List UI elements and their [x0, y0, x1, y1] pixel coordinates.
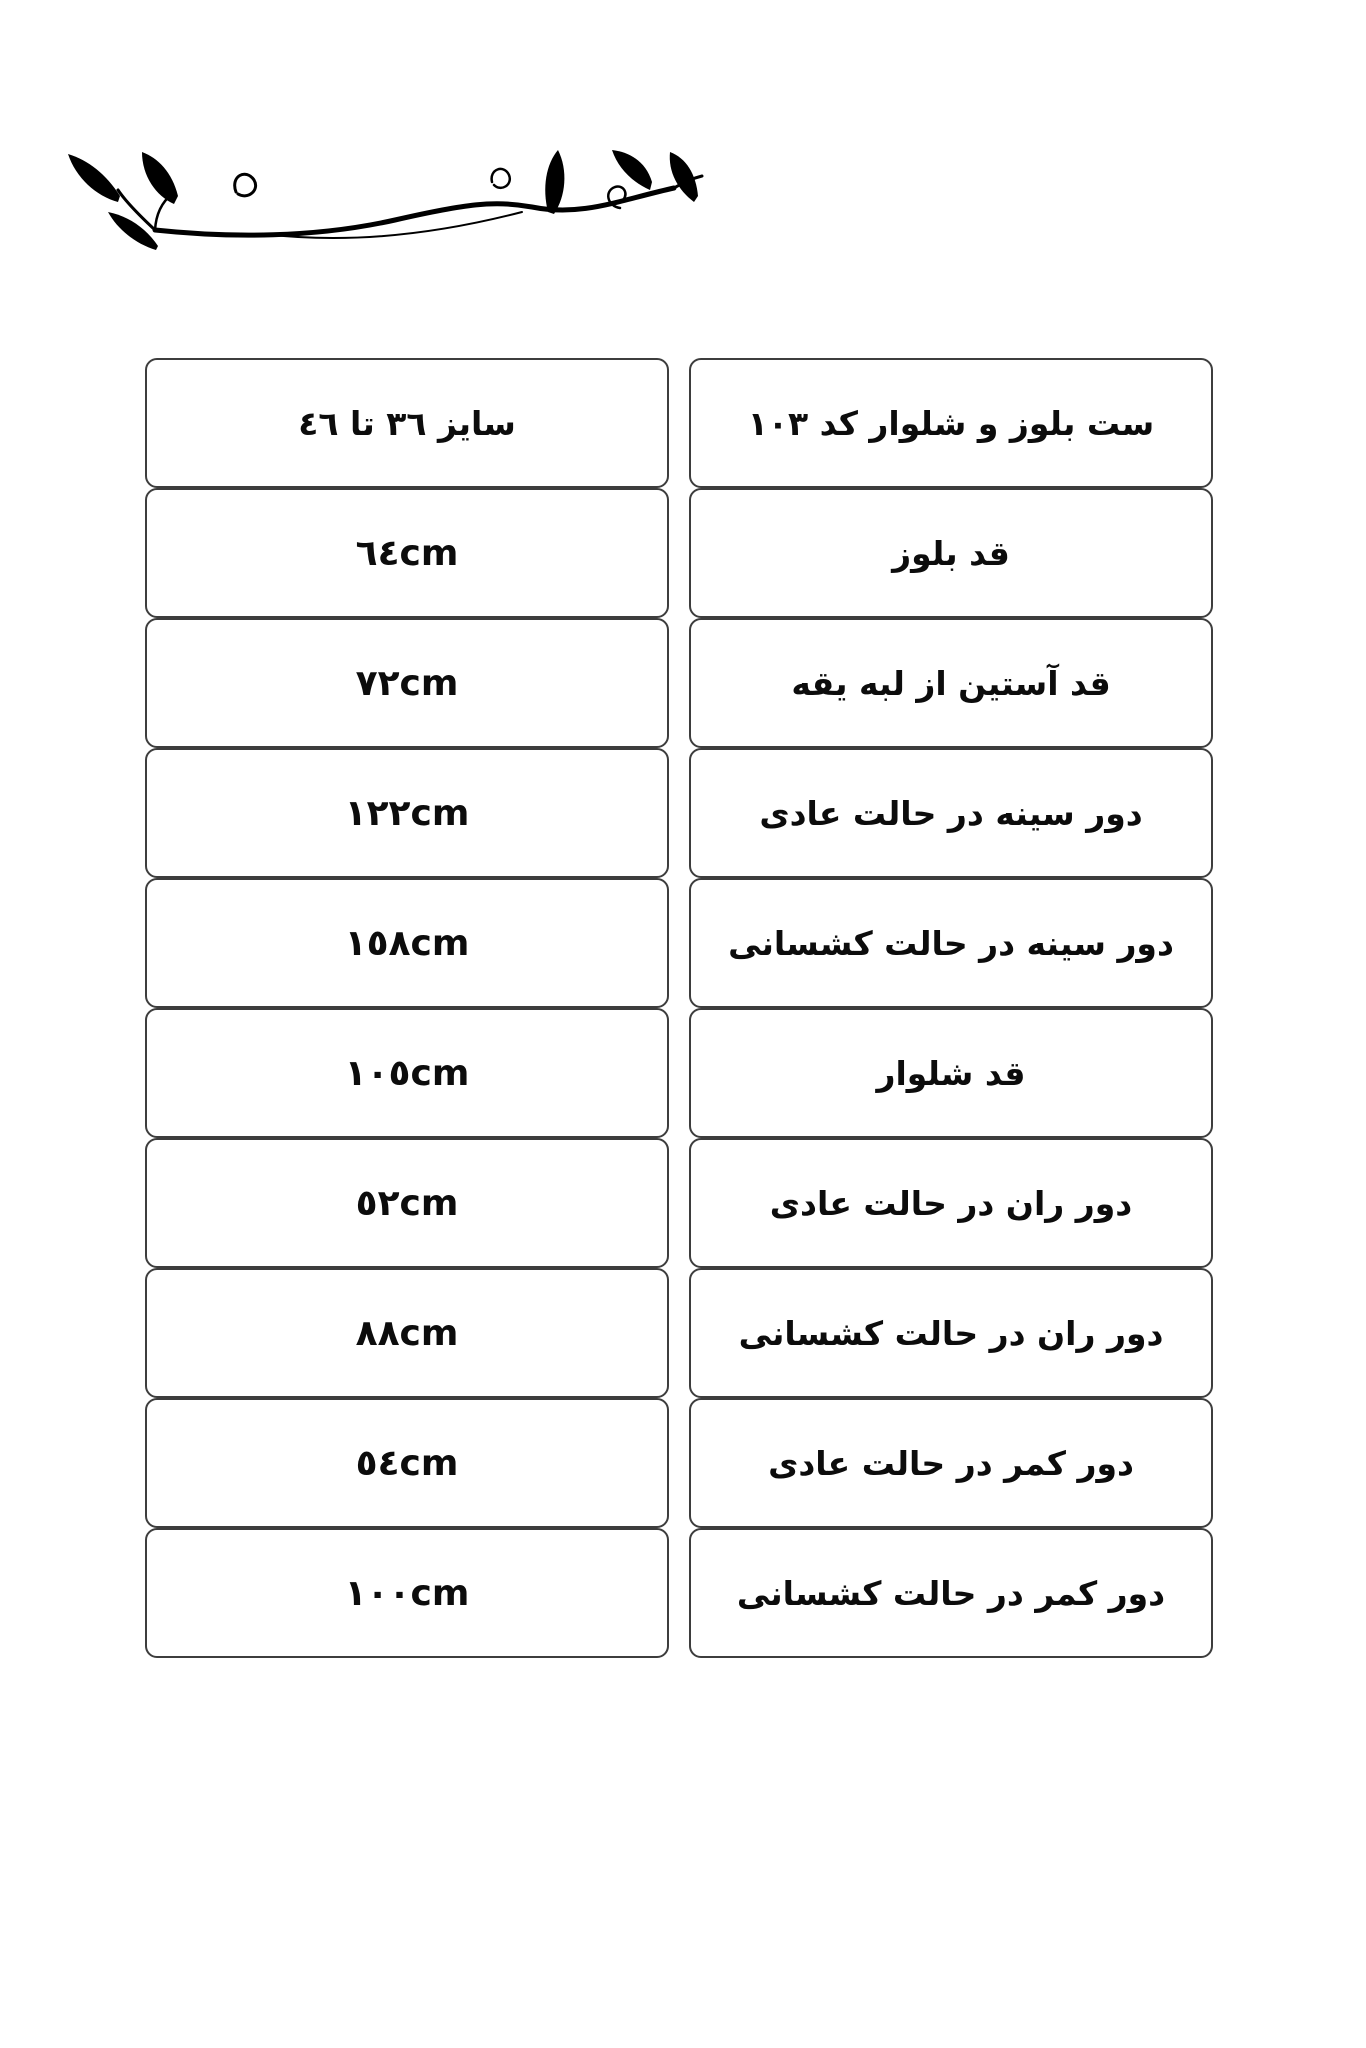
- measurement-value-cell: ٦٤cm: [145, 488, 669, 618]
- measurement-value-cell: ٨٨cm: [145, 1268, 669, 1398]
- table-row: ٦٤cm قد بلوز: [145, 488, 1213, 618]
- measurement-value-cell: ٥٢cm: [145, 1138, 669, 1268]
- table-row: ١٥٨cm دور سینه در حالت کشسانی: [145, 878, 1213, 1008]
- measurement-label-cell: دور کمر در حالت کشسانی: [689, 1528, 1213, 1658]
- table-row: ٥٢cm دور ران در حالت عادی: [145, 1138, 1213, 1268]
- measurement-value-cell: ٧٢cm: [145, 618, 669, 748]
- measurement-label-cell: قد آستین از لبه یقه: [689, 618, 1213, 748]
- table-row: ١٢٢cm دور سینه در حالت عادی: [145, 748, 1213, 878]
- table-row: ٧٢cm قد آستین از لبه یقه: [145, 618, 1213, 748]
- table-row: ٥٤cm دور کمر در حالت عادی: [145, 1398, 1213, 1528]
- floral-flourish-icon: [68, 150, 704, 250]
- size-chart-table: سایز ٣٦ تا ٤٦ ست بلوز و شلوار کد ١٠٣ ٦٤c…: [145, 358, 1213, 1658]
- measurement-label-cell: قد بلوز: [689, 488, 1213, 618]
- table-row: ١٠٥cm قد شلوار: [145, 1008, 1213, 1138]
- product-title-cell: ست بلوز و شلوار کد ١٠٣: [689, 358, 1213, 488]
- measurement-label-cell: دور ران در حالت عادی: [689, 1138, 1213, 1268]
- measurement-value-cell: ٥٤cm: [145, 1398, 669, 1528]
- measurement-label-cell: دور ران در حالت کشسانی: [689, 1268, 1213, 1398]
- measurement-label-cell: دور سینه در حالت عادی: [689, 748, 1213, 878]
- measurement-value-cell: ١٢٢cm: [145, 748, 669, 878]
- measurement-label-cell: دور سینه در حالت کشسانی: [689, 878, 1213, 1008]
- measurement-label-cell: قد شلوار: [689, 1008, 1213, 1138]
- measurement-value-cell: ١٠٥cm: [145, 1008, 669, 1138]
- measurement-label-cell: دور کمر در حالت عادی: [689, 1398, 1213, 1528]
- size-range-cell: سایز ٣٦ تا ٤٦: [145, 358, 669, 488]
- measurement-value-cell: ١٠٠cm: [145, 1528, 669, 1658]
- table-row: ١٠٠cm دور کمر در حالت کشسانی: [145, 1528, 1213, 1658]
- table-row: سایز ٣٦ تا ٤٦ ست بلوز و شلوار کد ١٠٣: [145, 358, 1213, 488]
- table-row: ٨٨cm دور ران در حالت کشسانی: [145, 1268, 1213, 1398]
- measurement-value-cell: ١٥٨cm: [145, 878, 669, 1008]
